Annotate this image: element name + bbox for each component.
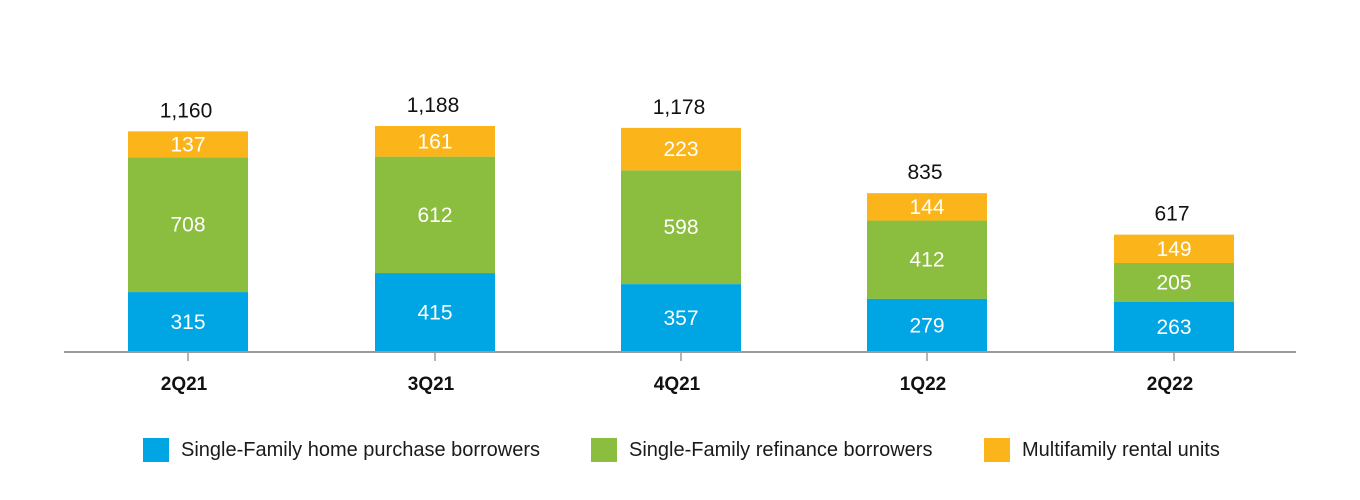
data-label-1q22-series-2: 144	[909, 196, 944, 219]
labels-group: 315 708 137 1,160 2Q21 415 612 161 1,188 3Q21 357 5…	[160, 94, 1194, 395]
data-label-4q21-series-0: 357	[663, 307, 698, 330]
data-label-1q22-series-0: 279	[909, 314, 944, 337]
bar-2q21-series-1	[128, 157, 248, 293]
x-tick-label-4q21: 4Q21	[654, 374, 701, 395]
data-label-3q21-series-0: 415	[417, 302, 452, 325]
data-label-3q21-series-2: 161	[417, 130, 452, 153]
total-label-2q21: 1,160	[160, 99, 213, 122]
bar-2q22-series-1	[1114, 262, 1234, 302]
bar-4q21-series-1	[621, 170, 741, 285]
total-label-2q22: 617	[1154, 203, 1189, 226]
legend-label-home-purchase: Single-Family home purchase borrowers	[181, 438, 541, 461]
x-tick-label-2q22: 2Q22	[1147, 374, 1193, 395]
total-label-4q21: 1,178	[653, 96, 706, 119]
bars-group	[128, 126, 1234, 352]
legend-label-multifamily: Multifamily rental units	[1022, 438, 1220, 461]
bar-3q21-series-0	[375, 273, 495, 352]
total-label-3q21: 1,188	[407, 94, 460, 117]
bar-1q22-series-0	[867, 298, 987, 352]
bar-2q21-series-2	[128, 131, 248, 158]
data-label-4q21-series-2: 223	[663, 138, 698, 161]
x-tick-label-1q22: 1Q22	[900, 374, 946, 395]
bar-3q21-series-1	[375, 156, 495, 274]
bar-4q21-series-0	[621, 284, 741, 352]
legend-swatch-multifamily	[984, 438, 1010, 462]
data-label-1q22-series-1: 412	[909, 249, 944, 272]
bar-2q21-series-0	[128, 292, 248, 352]
data-label-2q22-series-0: 263	[1156, 316, 1191, 339]
bar-1q22-series-1	[867, 220, 987, 299]
x-tick-label-2q21: 2Q21	[161, 374, 208, 395]
stacked-bar-chart: 315 708 137 1,160 2Q21 415 612 161 1,188 3Q21 357 5…	[64, 94, 1296, 395]
x-tick-label-3q21: 3Q21	[408, 374, 455, 395]
data-label-2q21-series-2: 137	[170, 133, 205, 156]
data-label-2q21-series-0: 315	[170, 311, 205, 334]
bar-1q22-series-2	[867, 193, 987, 221]
legend-item-refinance: Single-Family refinance borrowers	[591, 438, 932, 462]
x-axis-ticks	[187, 352, 1175, 361]
bar-2q22-series-0	[1114, 301, 1234, 352]
data-label-2q22-series-2: 149	[1156, 238, 1191, 261]
legend-item-home-purchase: Single-Family home purchase borrowers	[143, 438, 540, 462]
total-label-1q22: 835	[907, 161, 942, 184]
legend-swatch-refinance	[591, 438, 617, 462]
data-label-4q21-series-1: 598	[663, 216, 698, 239]
data-label-3q21-series-1: 612	[417, 204, 452, 227]
data-label-2q22-series-1: 205	[1156, 271, 1191, 294]
bar-2q22-series-2	[1114, 234, 1234, 263]
legend-item-multifamily: Multifamily rental units	[984, 438, 1220, 462]
legend-swatch-home-purchase	[143, 438, 169, 462]
legend-label-refinance: Single-Family refinance borrowers	[629, 438, 933, 461]
data-label-2q21-series-1: 708	[170, 214, 205, 237]
bar-4q21-series-2	[621, 127, 741, 171]
bar-3q21-series-2	[375, 126, 495, 157]
